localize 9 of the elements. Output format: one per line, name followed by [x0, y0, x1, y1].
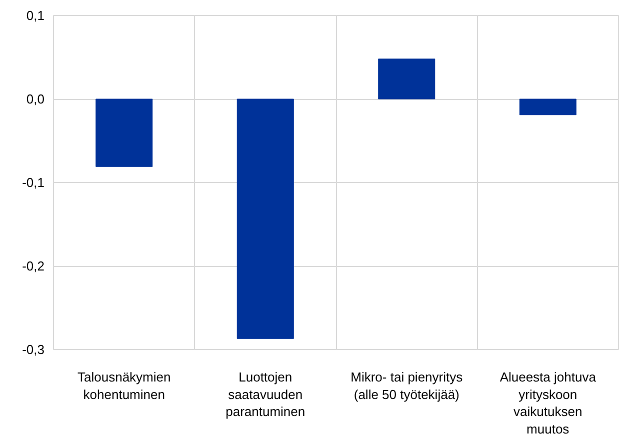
y-tick-label: 0,0: [26, 92, 45, 106]
y-tick-label: -0,3: [22, 342, 45, 357]
y-tick-label: 0,1: [26, 8, 45, 23]
x-tick-label: Talousnäkymien kohentuminen: [78, 370, 171, 402]
y-tick-label: -0,1: [22, 175, 45, 190]
x-tick-label: Alueesta johtuva yrityskoon vaikutuksen muutos: [500, 370, 597, 436]
x-tick-label: Luottojen saatavuuden parantuminen: [226, 370, 306, 419]
y-tick-label: -0,2: [22, 258, 45, 274]
x-tick-label: Mikro- tai pienyritys (alle 50 työtekijää): [350, 370, 464, 402]
